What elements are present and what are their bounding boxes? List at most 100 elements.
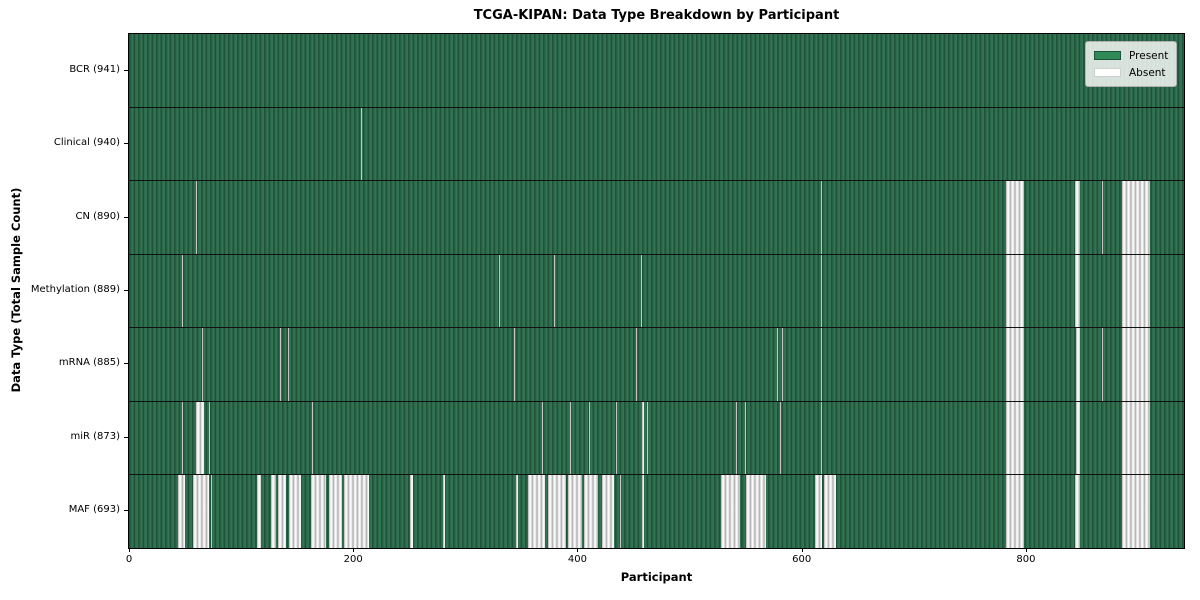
absent-stripe xyxy=(1005,327,1024,402)
x-tick-label: 200 xyxy=(343,554,363,565)
x-tick-label: 400 xyxy=(567,554,587,565)
x-tick-mark xyxy=(129,548,130,552)
heatmap-row-mir xyxy=(129,401,1184,475)
absent-stripe xyxy=(271,474,276,548)
absent-stripe xyxy=(181,254,183,328)
absent-swatch-icon xyxy=(1094,68,1121,77)
absent-stripe xyxy=(635,327,637,402)
absent-stripe xyxy=(181,401,183,475)
absent-stripe xyxy=(720,474,740,548)
absent-stripe xyxy=(1102,327,1104,402)
absent-stripe xyxy=(289,474,301,548)
legend-item-absent: Absent xyxy=(1094,64,1168,81)
absent-stripe xyxy=(513,327,515,402)
absent-stripe xyxy=(620,474,622,548)
absent-stripe xyxy=(588,401,590,475)
absent-stripe xyxy=(1005,254,1024,328)
y-tick-mark xyxy=(124,363,128,365)
absent-stripe xyxy=(515,474,519,548)
absent-stripe xyxy=(201,327,203,402)
y-tick-mark xyxy=(124,290,128,291)
row-divider xyxy=(129,327,1184,329)
absent-stripe xyxy=(442,474,446,548)
absent-stripe xyxy=(646,401,649,475)
absent-stripe xyxy=(410,474,413,548)
heatmap-row-methylation xyxy=(129,254,1184,328)
x-tick-label: 600 xyxy=(792,554,812,565)
y-tick-label: BCR (941) xyxy=(69,63,120,75)
absent-stripe xyxy=(344,474,369,548)
absent-stripe xyxy=(528,474,545,548)
absent-stripe xyxy=(824,474,837,548)
absent-stripe xyxy=(641,254,643,328)
absent-stripe xyxy=(196,401,205,475)
y-tick-mark xyxy=(124,143,128,145)
absent-stripe xyxy=(280,327,282,402)
y-tick-mark xyxy=(124,436,128,438)
absent-stripe xyxy=(361,107,363,181)
y-tick-mark xyxy=(124,69,128,71)
absent-stripe xyxy=(815,474,822,548)
heatmap-row-bcr xyxy=(129,34,1184,107)
absent-stripe xyxy=(780,401,782,475)
absent-stripe xyxy=(310,474,327,548)
absent-stripe xyxy=(178,474,186,548)
absent-stripe xyxy=(777,327,779,402)
absent-stripe xyxy=(820,401,822,475)
absent-stripe xyxy=(192,474,209,548)
x-tick-mark xyxy=(353,548,355,552)
legend-label-present: Present xyxy=(1129,49,1169,62)
x-tick-label: 800 xyxy=(1016,554,1036,565)
absent-stripe xyxy=(1102,180,1104,255)
absent-stripe xyxy=(553,254,556,328)
absent-stripe xyxy=(1122,180,1151,255)
plot-area: Present Absent xyxy=(128,33,1185,549)
x-tick-mark xyxy=(1025,548,1027,552)
y-tick-mark xyxy=(124,216,128,218)
absent-stripe xyxy=(208,401,210,475)
heatmap-row-clinical xyxy=(129,107,1184,181)
absent-stripe xyxy=(196,180,198,255)
absent-stripe xyxy=(1075,474,1080,548)
absent-stripe xyxy=(820,327,822,402)
absent-stripe xyxy=(1122,401,1151,475)
absent-stripe xyxy=(541,401,543,475)
present-swatch-icon xyxy=(1094,51,1121,60)
absent-stripe xyxy=(569,401,571,475)
absent-stripe xyxy=(615,401,617,475)
absent-stripe xyxy=(1075,180,1080,255)
row-divider xyxy=(129,253,1184,255)
absent-stripe xyxy=(1005,401,1024,475)
absent-stripe xyxy=(256,474,262,548)
x-tick-mark xyxy=(801,548,803,552)
absent-stripe xyxy=(781,327,783,402)
legend-label-absent: Absent xyxy=(1129,66,1166,79)
absent-stripe xyxy=(1075,254,1080,328)
row-divider xyxy=(129,106,1184,108)
absent-stripe xyxy=(744,401,746,475)
absent-stripe xyxy=(735,401,737,475)
absent-stripe xyxy=(745,474,766,548)
absent-stripe xyxy=(210,474,212,548)
y-tick-label: Methylation (889) xyxy=(30,284,120,295)
absent-stripe xyxy=(1076,327,1080,402)
legend: Present Absent xyxy=(1085,41,1177,87)
absent-stripe xyxy=(328,474,343,548)
heatmap-row-mrna xyxy=(129,327,1184,402)
row-divider xyxy=(129,180,1184,182)
absent-stripe xyxy=(568,474,582,548)
absent-stripe xyxy=(1076,401,1080,475)
x-tick-mark xyxy=(577,548,579,552)
absent-stripe xyxy=(642,474,644,548)
x-axis-label: Participant xyxy=(620,570,693,584)
absent-stripe xyxy=(311,401,313,475)
legend-item-present: Present xyxy=(1094,47,1168,64)
absent-stripe xyxy=(548,474,567,548)
y-tick-label: CN (890) xyxy=(75,210,120,222)
absent-stripe xyxy=(1122,254,1151,328)
absent-stripe xyxy=(498,254,501,328)
heatmap-row-cn xyxy=(129,180,1184,255)
absent-stripe xyxy=(820,180,822,255)
absent-stripe xyxy=(1005,180,1024,255)
